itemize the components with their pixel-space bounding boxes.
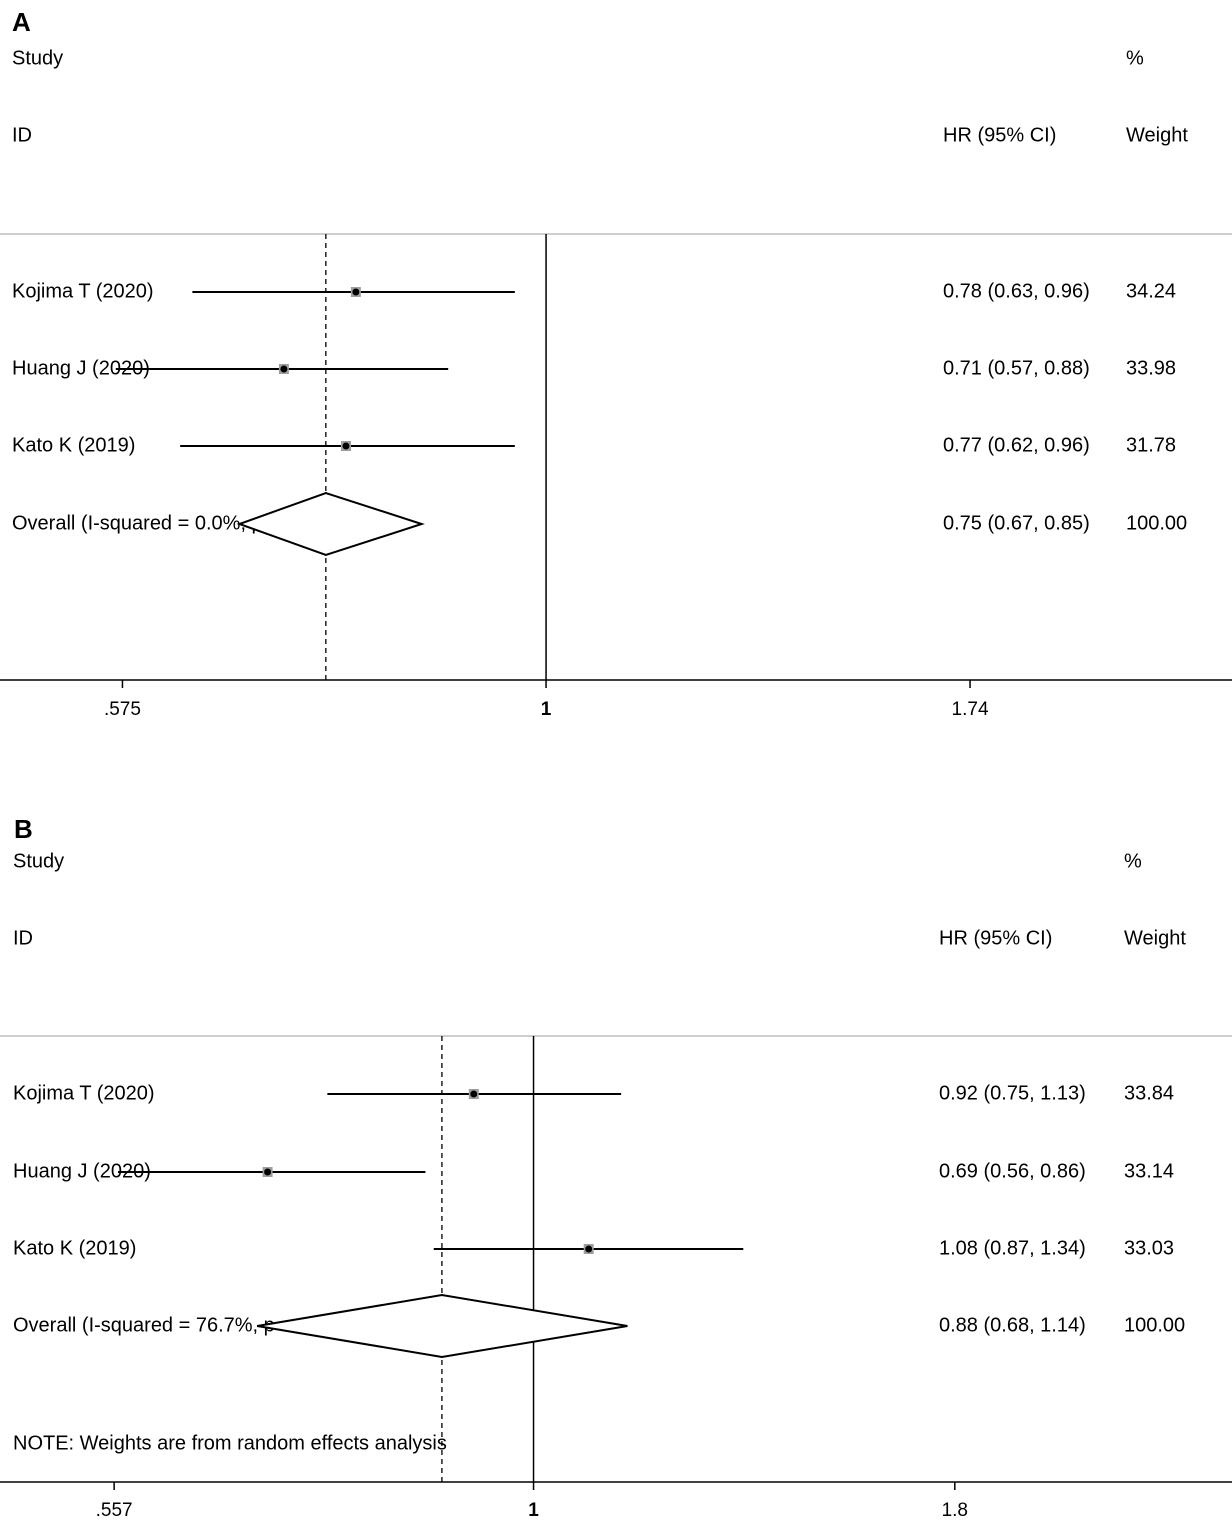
hr-ci-value: 1.08 (0.87, 1.34) [939,1237,1086,1259]
weights-note: NOTE: Weights are from random effects an… [13,1432,447,1454]
overall-weight-value: 100.00 [1126,512,1187,534]
panel-label: B [14,814,33,844]
overall-diamond [256,1293,628,1359]
study-name: Huang J (2020) [12,357,150,379]
weight-value: 33.98 [1126,357,1176,379]
overall-diamond [236,491,425,557]
header-percent: % [1126,47,1144,69]
hr-ci-value: 0.78 (0.63, 0.96) [943,280,1090,302]
forest-plot-panel-b: B Study ID HR (95% CI)% Weight Kojima T (2020… [0,814,1232,1521]
weight-value: 31.78 [1126,434,1176,456]
study-name: Kojima T (2020) [13,1082,155,1104]
point-estimate-marker [585,1245,593,1253]
header-weight: Weight [1124,927,1186,949]
overall-hr-ci-value: 0.88 (0.68, 1.14) [939,1314,1086,1336]
header-hr-ci: HR (95% CI) [943,124,1056,146]
x-axis-tick-label: .557 [96,1500,133,1521]
study-name: Huang J (2020) [13,1160,151,1182]
header-id: ID [13,927,33,949]
overall-label: Overall (I-squared = 76.7%, p = 0.014) [13,1314,354,1336]
point-estimate-marker [280,365,288,373]
hr-ci-value: 0.71 (0.57, 0.88) [943,357,1090,379]
point-estimate-marker [352,288,360,296]
hr-ci-value: 0.92 (0.75, 1.13) [939,1082,1086,1104]
weight-value: 33.14 [1124,1160,1174,1182]
header-id: ID [12,124,32,146]
x-axis-tick-label: .575 [104,699,141,720]
panel-label: A [12,7,31,37]
point-estimate-marker [264,1168,272,1176]
overall-hr-ci-value: 0.75 (0.67, 0.85) [943,512,1090,534]
hr-ci-value: 0.69 (0.56, 0.86) [939,1160,1086,1182]
x-axis-tick-label: 1.74 [952,699,989,720]
header-hr-ci: HR (95% CI) [939,927,1052,949]
x-axis-tick-label: 1 [541,699,552,720]
overall-weight-value: 100.00 [1124,1314,1185,1336]
x-axis-tick-label: 1.8 [942,1500,968,1521]
header-study: Study [13,850,64,872]
weight-value: 34.24 [1126,280,1176,302]
header-weight: Weight [1126,124,1188,146]
forest-plot-panel-a: A Study ID HR (95% CI)% Weight Kojima T (2020… [0,7,1232,720]
study-name: Kato K (2019) [12,434,135,456]
header-percent: % [1124,850,1142,872]
weight-value: 33.84 [1124,1082,1174,1104]
point-estimate-marker [342,442,350,450]
hr-ci-value: 0.77 (0.62, 0.96) [943,434,1090,456]
x-axis-tick-label: 1 [528,1500,539,1521]
study-name: Kato K (2019) [13,1237,136,1259]
study-name: Kojima T (2020) [12,280,154,302]
point-estimate-marker [470,1090,478,1098]
header-study: Study [12,47,63,69]
weight-value: 33.03 [1124,1237,1174,1259]
